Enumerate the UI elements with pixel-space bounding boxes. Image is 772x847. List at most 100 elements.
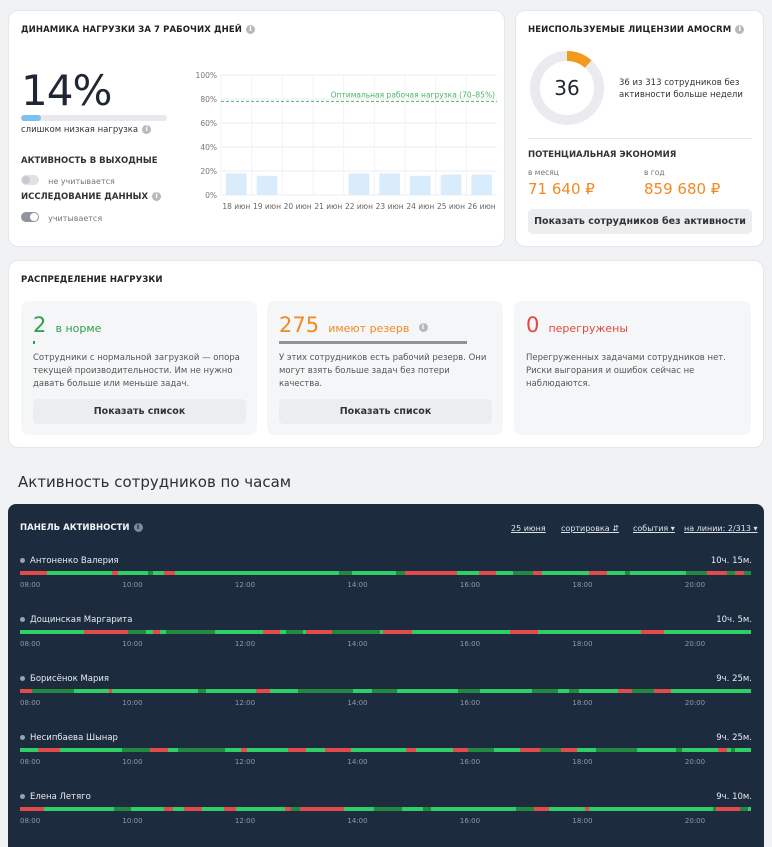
activity-segment bbox=[550, 630, 566, 634]
activity-segment bbox=[327, 689, 353, 693]
activity-segment bbox=[278, 571, 298, 575]
y-tick-label: 80% bbox=[200, 95, 217, 104]
activity-segment bbox=[150, 748, 168, 752]
activity-segment bbox=[298, 689, 327, 693]
y-tick-label: 60% bbox=[200, 119, 217, 128]
employee-total-time: 9ч. 25м. bbox=[716, 674, 752, 684]
year-value: 859 680 ₽ bbox=[644, 180, 721, 198]
hour-label: 12:00 bbox=[234, 817, 256, 825]
activity-segment bbox=[457, 571, 479, 575]
activity-segment bbox=[577, 748, 583, 752]
reserve-description: У этих сотрудников есть рабочий резерв. … bbox=[279, 353, 487, 389]
info-icon[interactable]: i bbox=[418, 323, 428, 332]
activity-segment bbox=[306, 748, 325, 752]
activity-segment bbox=[412, 630, 425, 634]
activity-segment bbox=[707, 571, 727, 575]
activity-segment bbox=[189, 571, 207, 575]
activity-segment bbox=[168, 748, 178, 752]
hour-label: 18:00 bbox=[572, 640, 593, 648]
activity-segment bbox=[275, 748, 288, 752]
activity-segment bbox=[374, 748, 380, 752]
activity-segment bbox=[542, 571, 571, 575]
employee-name[interactable]: Антоненко Валерия bbox=[20, 556, 119, 566]
hour-label: 08:00 bbox=[20, 640, 41, 648]
activity-segment bbox=[679, 689, 703, 693]
research-toggle[interactable] bbox=[21, 211, 39, 222]
bar bbox=[410, 175, 431, 195]
employee-name-text: Елена Летяго bbox=[30, 792, 91, 802]
info-icon[interactable]: i bbox=[152, 192, 162, 201]
show-inactive-button[interactable]: Показать сотрудников без активности bbox=[528, 209, 752, 234]
hour-label: 18:00 bbox=[572, 817, 593, 825]
employee-name-text: Борисёнок Мария bbox=[30, 674, 110, 684]
activity-track[interactable] bbox=[20, 807, 751, 811]
employee-name[interactable]: Елена Летяго bbox=[20, 792, 91, 802]
date-selector[interactable]: 25 июня bbox=[511, 524, 546, 533]
hour-label: 16:00 bbox=[459, 758, 481, 766]
activity-segment bbox=[135, 689, 162, 693]
reserve-show-list-button[interactable]: Показать список bbox=[279, 399, 492, 424]
normal-bar bbox=[33, 341, 35, 344]
activity-segment bbox=[538, 630, 550, 634]
events-selector[interactable]: события ▾ bbox=[633, 524, 675, 533]
activity-segment bbox=[703, 689, 732, 693]
activity-segment bbox=[618, 689, 632, 693]
hour-label: 16:00 bbox=[459, 817, 481, 825]
activity-segment bbox=[339, 571, 352, 575]
activity-segment bbox=[534, 807, 549, 811]
employee-name[interactable]: Несипбаева Шынар bbox=[20, 733, 118, 743]
activity-segment bbox=[241, 748, 247, 752]
activity-segment bbox=[256, 689, 270, 693]
bar bbox=[379, 173, 400, 195]
activity-segment bbox=[533, 571, 542, 575]
activity-segment bbox=[713, 807, 716, 811]
y-tick-label: 40% bbox=[200, 143, 217, 152]
x-tick-label: 21 июн bbox=[314, 202, 342, 211]
overload-label: перегружены bbox=[548, 322, 629, 335]
normal-label: в норме bbox=[55, 322, 102, 335]
employee-total-time: 9ч. 10м. bbox=[716, 792, 752, 802]
activity-segment bbox=[362, 630, 380, 634]
distribution-card: РАСПРЕДЕЛЕНИЕ НАГРУЗКИ 2 в норме Сотрудн… bbox=[8, 260, 764, 448]
activity-segment bbox=[558, 689, 569, 693]
online-selector[interactable]: на линии: 2/313 ▾ bbox=[684, 524, 758, 533]
bar bbox=[471, 174, 492, 195]
normal-count: 2 bbox=[33, 313, 47, 337]
activity-segment bbox=[351, 748, 374, 752]
activity-segment bbox=[512, 807, 516, 811]
employee-name[interactable]: Дощинская Маргарита bbox=[20, 615, 132, 625]
activity-segment bbox=[593, 748, 596, 752]
activity-segment bbox=[383, 630, 412, 634]
activity-segment bbox=[353, 689, 357, 693]
activity-segment bbox=[617, 807, 623, 811]
activity-segment bbox=[148, 571, 153, 575]
activity-segment bbox=[207, 571, 229, 575]
activity-segment bbox=[36, 630, 63, 634]
hour-label: 12:00 bbox=[234, 758, 256, 766]
activity-segment bbox=[673, 807, 687, 811]
activity-track[interactable] bbox=[20, 571, 751, 575]
sort-selector[interactable]: сортировка ⇵ bbox=[561, 524, 619, 533]
reserve-panel: 275 имеют резерв i У этих сотрудников ес… bbox=[267, 301, 503, 435]
info-icon[interactable]: i bbox=[142, 125, 152, 134]
info-icon[interactable]: i bbox=[245, 25, 255, 34]
activity-segment bbox=[372, 689, 397, 693]
sort-icon: ⇵ bbox=[612, 524, 619, 533]
activity-segment bbox=[409, 807, 423, 811]
activity-segment bbox=[178, 748, 201, 752]
weekend-toggle[interactable] bbox=[21, 174, 39, 185]
activity-segment bbox=[635, 807, 639, 811]
employee-name[interactable]: Борисёнок Мария bbox=[20, 674, 109, 684]
activity-track[interactable] bbox=[20, 630, 751, 634]
activity-track[interactable] bbox=[20, 689, 751, 693]
info-icon[interactable]: i bbox=[133, 523, 143, 532]
licenses-count: 36 bbox=[554, 76, 580, 100]
month-value: 71 640 ₽ bbox=[528, 180, 595, 198]
activity-track[interactable] bbox=[20, 748, 751, 752]
activity-segment bbox=[735, 748, 751, 752]
normal-show-list-button[interactable]: Показать список bbox=[33, 399, 246, 424]
info-icon[interactable]: i bbox=[735, 25, 745, 34]
activity-segment bbox=[72, 807, 95, 811]
status-dot bbox=[20, 794, 25, 799]
overload-count: 0 bbox=[526, 313, 540, 337]
